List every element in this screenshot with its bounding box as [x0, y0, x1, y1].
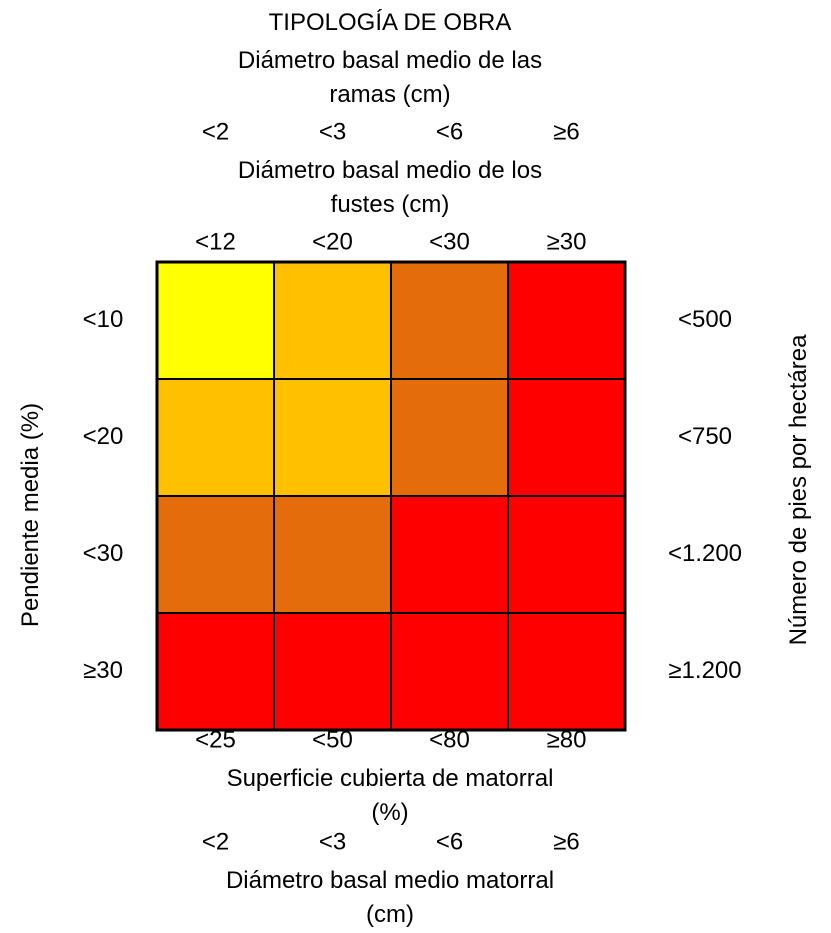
left-axis-ticks: <10 <20 <30 ≥30	[83, 306, 124, 684]
top-header-1-ticks: <2 <3 <6 ≥6	[202, 118, 580, 145]
bottom-header-1-tick-1: <25	[195, 726, 236, 753]
heatmap-cell-r3-c3	[390, 495, 509, 614]
top-header-1-title-line-1: Diámetro basal medio de las	[238, 47, 542, 74]
bottom-header-2-title-line-2: (cm)	[366, 901, 414, 928]
heatmap-cell-r1-c1	[156, 261, 275, 380]
bottom-header-1-title-line-2: (%)	[371, 799, 408, 826]
heatmap-cell-r2-c1	[156, 378, 275, 497]
top-header-1-tick-1: <2	[202, 118, 229, 145]
heatmap-cell-r4-c2	[273, 612, 392, 731]
top-header-2-ticks: <12 <20 <30 ≥30	[195, 228, 586, 255]
bottom-header-2-tick-2: <3	[319, 828, 346, 855]
bottom-header-2-tick-1: <2	[202, 828, 229, 855]
heatmap-cell-r1-c4	[507, 261, 626, 380]
top-header-2-tick-3: <30	[429, 228, 470, 255]
bottom-header-2-tick-4: ≥6	[553, 828, 580, 855]
left-axis-tick-4: ≥30	[83, 657, 123, 684]
bottom-header-2-ticks: <2 <3 <6 ≥6	[202, 828, 580, 855]
right-axis-tick-4: ≥1.200	[668, 657, 741, 684]
bottom-header-1-tick-2: <50	[312, 726, 353, 753]
top-header-2-tick-1: <12	[195, 228, 236, 255]
heatmap-cell-r4-c3	[390, 612, 509, 731]
heatmap-cell-r1-c3	[390, 261, 509, 380]
heatmap-cell-r1-c2	[273, 261, 392, 380]
top-header-1-tick-3: <6	[436, 118, 463, 145]
bottom-header-2-title-line-1: Diámetro basal medio matorral	[226, 867, 554, 894]
left-axis-tick-3: <30	[83, 540, 124, 567]
heatmap-cells	[155, 260, 627, 732]
top-header-2-tick-2: <20	[312, 228, 353, 255]
heatmap-cell-r2-c2	[273, 378, 392, 497]
top-header-2-title-line-2: fustes (cm)	[331, 191, 450, 218]
top-header-1-tick-2: <3	[319, 118, 346, 145]
bottom-header-2-tick-3: <6	[436, 828, 463, 855]
top-header-2-tick-4: ≥30	[547, 228, 587, 255]
bottom-header-1-tick-4: ≥80	[547, 726, 587, 753]
top-header-2-title-line-1: Diámetro basal medio de los	[238, 157, 542, 184]
heatmap-cell-r3-c1	[156, 495, 275, 614]
top-header-1-tick-4: ≥6	[553, 118, 580, 145]
right-axis-tick-1: <500	[678, 306, 732, 333]
heatmap-cell-r4-c4	[507, 612, 626, 731]
right-axis-tick-3: <1.200	[668, 540, 742, 567]
right-axis-ticks: <500 <750 <1.200 ≥1.200	[668, 306, 742, 684]
left-axis-label: Pendiente media (%)	[17, 403, 44, 627]
heatmap-cell-r2-c3	[390, 378, 509, 497]
bottom-header-1-ticks: <25 <50 <80 ≥80	[195, 726, 586, 753]
right-axis-tick-2: <750	[678, 423, 732, 450]
top-header-1-title-line-2: ramas (cm)	[329, 81, 450, 108]
right-axis-label: Número de pies por hectárea	[785, 334, 812, 645]
heatmap-cell-r3-c2	[273, 495, 392, 614]
left-axis-tick-2: <20	[83, 423, 124, 450]
bottom-header-1-tick-3: <80	[429, 726, 470, 753]
left-axis-tick-1: <10	[83, 306, 124, 333]
bottom-header-1-title-line-1: Superficie cubierta de matorral	[227, 765, 554, 792]
heatmap-cell-r2-c4	[507, 378, 626, 497]
heatmap-border	[155, 260, 627, 732]
heatmap-cell-r3-c4	[507, 495, 626, 614]
heatmap-cell-r4-c1	[156, 612, 275, 731]
chart-title: TIPOLOGÍA DE OBRA	[269, 9, 512, 36]
